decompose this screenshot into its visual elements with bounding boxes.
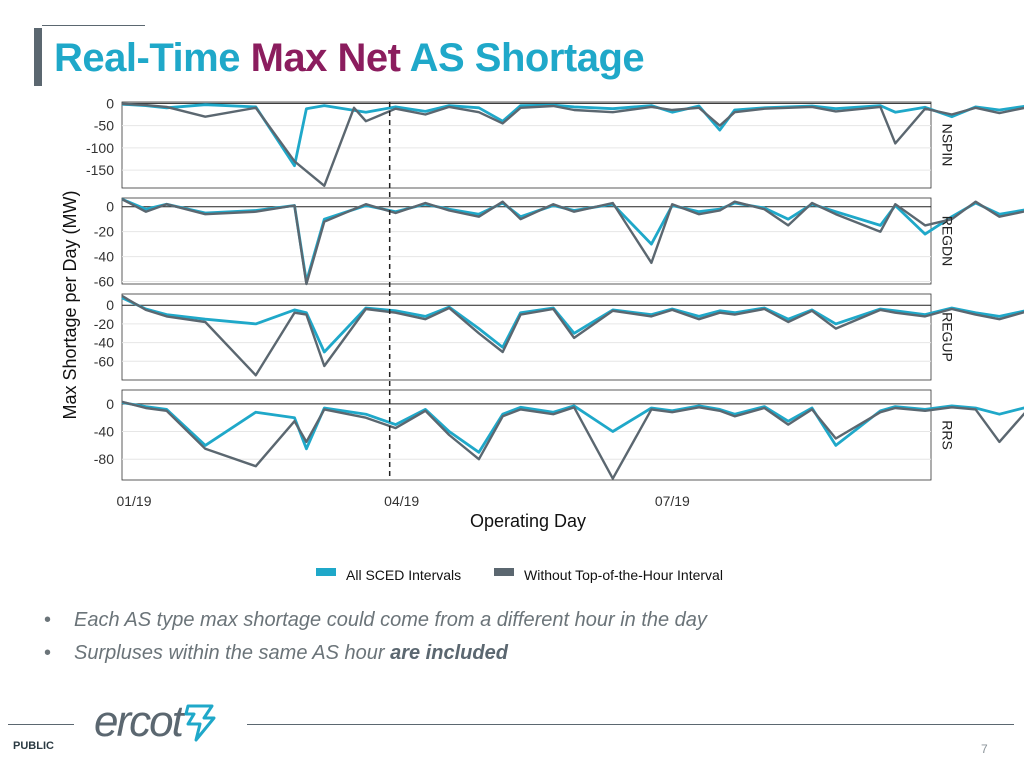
x-tick-label: 04/19 [384, 493, 419, 509]
series-line-all-sced [121, 296, 1024, 354]
ercot-logo: ercot [94, 700, 218, 744]
y-tick-label: -40 [94, 249, 114, 265]
legend-swatch [494, 568, 514, 576]
y-tick-label: -40 [94, 424, 114, 440]
y-tick-label: -20 [94, 316, 114, 332]
y-tick-label: -100 [86, 140, 114, 156]
y-tick-label: -40 [94, 335, 114, 351]
logo-text: ercot [94, 697, 184, 746]
panel-label-regup: REGUP [939, 312, 955, 362]
x-tick-label: 01/19 [116, 493, 151, 509]
page-number: 7 [981, 742, 988, 756]
shortage-chart: 0 -50 -100 -150 NSPIN 0 -20 -40 -60 REGDN 0 -20 -40 -… [60, 95, 1024, 583]
slide-title: Real-Time Max Net AS Shortage [54, 36, 645, 81]
y-tick-label: -50 [94, 118, 114, 134]
y-tick-label: 0 [106, 396, 114, 412]
panel-frame-regup [121, 293, 932, 381]
bullet-text-1: Each AS type max shortage could come fro… [74, 609, 707, 631]
series-line-without-toh [121, 102, 1024, 188]
bullet-marker: • [44, 609, 52, 631]
y-tick-label: -60 [94, 274, 114, 290]
footer-divider-left [8, 724, 74, 725]
title-part2: Max Net [250, 36, 401, 80]
y-tick-label: -150 [86, 162, 114, 178]
legend-swatch [316, 568, 336, 576]
panel-label-nspin: NSPIN [939, 124, 955, 167]
y-tick-label: -80 [94, 451, 114, 467]
x-axis-label: Operating Day [470, 511, 586, 531]
title-accent-line [42, 25, 145, 26]
bullet-item-1: • Each AS type max shortage could come f… [44, 604, 707, 637]
series-line-without-toh [121, 400, 1024, 480]
bullet-text-2: Surpluses within the same AS hour [74, 642, 385, 664]
bullet-marker: • [44, 642, 52, 664]
y-tick-label: 0 [106, 95, 114, 111]
series-line-without-toh [121, 294, 1024, 377]
footer-divider-right [247, 724, 1014, 725]
legend-entry: Without Top-of-the-Hour Interval [524, 567, 723, 583]
y-tick-label: -60 [94, 353, 114, 369]
bullet-list: • Each AS type max shortage could come f… [44, 604, 707, 670]
y-tick-label: -20 [94, 224, 114, 240]
panel-frame-nspin [121, 101, 932, 189]
title-part3: AS Shortage [409, 36, 645, 80]
y-axis-label: Max Shortage per Day (MW) [60, 190, 80, 419]
footer-label: PUBLIC [13, 740, 54, 752]
legend-entry: All SCED Intervals [346, 567, 461, 583]
panel-label-regdn: REGDN [939, 216, 955, 267]
title-accent-bar [34, 28, 42, 86]
panel-label-rrs: RRS [939, 420, 955, 450]
x-tick-label: 07/19 [655, 493, 690, 509]
y-tick-label: 0 [106, 199, 114, 215]
y-tick-label: 0 [106, 297, 114, 313]
ercot-lightning-icon [184, 704, 216, 742]
bullet-item-2: • Surpluses within the same AS hour are … [44, 637, 707, 670]
bullet-bold-2: are included [390, 642, 508, 664]
series-line-without-toh [121, 198, 1024, 286]
title-part1: Real-Time [54, 36, 240, 80]
